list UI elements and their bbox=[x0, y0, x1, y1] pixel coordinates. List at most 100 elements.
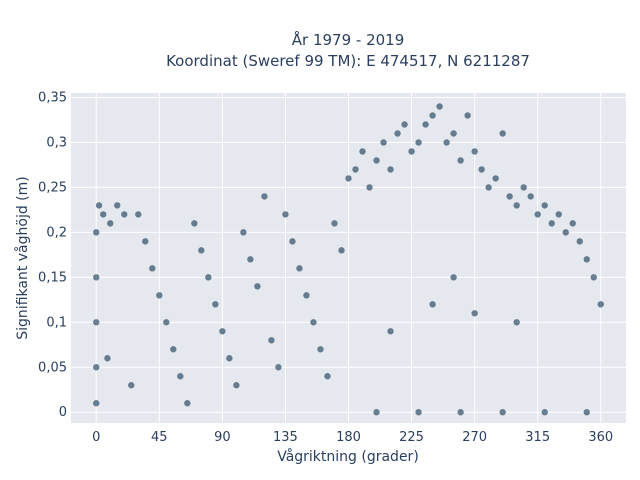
data-point bbox=[93, 364, 100, 371]
y-tick-label: 0,3 bbox=[46, 135, 67, 150]
data-point bbox=[156, 292, 163, 299]
x-tick-labels: 0 45 90 135 180 225 270 315 360 bbox=[92, 430, 613, 445]
data-point bbox=[450, 130, 457, 137]
data-point bbox=[240, 229, 247, 236]
data-point bbox=[506, 193, 513, 200]
data-point bbox=[114, 202, 121, 209]
data-point bbox=[247, 256, 254, 263]
x-tick-label: 45 bbox=[151, 430, 168, 445]
data-point bbox=[387, 328, 394, 335]
data-point bbox=[443, 139, 450, 146]
data-points bbox=[93, 103, 604, 416]
data-point bbox=[471, 148, 478, 155]
y-tick-label: 0,35 bbox=[38, 90, 67, 105]
data-point bbox=[163, 319, 170, 326]
data-point bbox=[198, 247, 205, 254]
data-point bbox=[527, 193, 534, 200]
data-point bbox=[226, 355, 233, 362]
data-point bbox=[583, 256, 590, 263]
data-point bbox=[380, 139, 387, 146]
data-point bbox=[135, 211, 142, 218]
data-point bbox=[128, 382, 135, 389]
y-tick-label: 0 bbox=[59, 405, 67, 420]
data-point bbox=[373, 157, 380, 164]
data-point bbox=[569, 220, 576, 227]
data-point bbox=[548, 220, 555, 227]
data-point bbox=[429, 112, 436, 119]
data-point bbox=[555, 211, 562, 218]
x-tick-label: 315 bbox=[525, 430, 550, 445]
data-point bbox=[95, 202, 103, 209]
data-point bbox=[373, 409, 380, 416]
data-point bbox=[499, 130, 506, 137]
data-point bbox=[324, 373, 331, 380]
data-point bbox=[345, 175, 352, 182]
x-tick-label: 135 bbox=[273, 430, 298, 445]
data-point bbox=[471, 310, 478, 317]
data-point bbox=[457, 409, 464, 416]
data-point bbox=[415, 409, 422, 416]
x-tick-label: 0 bbox=[92, 430, 100, 445]
x-tick-label: 270 bbox=[462, 430, 487, 445]
data-point bbox=[387, 166, 394, 173]
data-point bbox=[233, 382, 240, 389]
data-point bbox=[93, 400, 100, 407]
y-tick-label: 0,1 bbox=[46, 315, 67, 330]
data-point bbox=[541, 409, 548, 416]
y-tick-label: 0,2 bbox=[46, 225, 67, 240]
y-tick-label: 0,05 bbox=[38, 360, 67, 375]
x-tick-label: 180 bbox=[336, 430, 361, 445]
data-point bbox=[457, 157, 464, 164]
data-point bbox=[177, 373, 184, 380]
data-point bbox=[478, 166, 485, 173]
data-point bbox=[331, 220, 338, 227]
chart-title-line-2: Koordinat (Sweref 99 TM): E 474517, N 62… bbox=[166, 52, 530, 70]
data-point bbox=[219, 328, 226, 335]
data-point bbox=[513, 202, 520, 209]
data-point bbox=[464, 112, 471, 119]
data-point bbox=[422, 121, 429, 128]
x-tick-label: 225 bbox=[399, 430, 424, 445]
data-point bbox=[492, 175, 499, 182]
data-point bbox=[212, 301, 219, 308]
data-point bbox=[583, 409, 590, 416]
data-point bbox=[296, 265, 303, 272]
data-point bbox=[429, 301, 436, 308]
data-point bbox=[597, 301, 604, 308]
data-point bbox=[149, 265, 156, 272]
data-point bbox=[268, 337, 275, 344]
data-point bbox=[275, 364, 282, 371]
y-tick-label: 0,25 bbox=[38, 180, 67, 195]
data-point bbox=[104, 355, 111, 362]
data-point bbox=[100, 211, 107, 218]
grid-lines bbox=[71, 93, 626, 423]
data-point bbox=[93, 274, 100, 281]
data-point bbox=[142, 238, 149, 245]
data-point bbox=[450, 274, 457, 281]
data-point bbox=[261, 193, 268, 200]
x-tick-label: 360 bbox=[588, 430, 613, 445]
data-point bbox=[562, 229, 569, 236]
data-point bbox=[401, 121, 408, 128]
data-point bbox=[541, 202, 548, 209]
data-point bbox=[170, 346, 177, 353]
data-point bbox=[317, 346, 324, 353]
x-tick-label: 90 bbox=[214, 430, 231, 445]
data-point bbox=[184, 400, 191, 407]
data-point bbox=[415, 139, 422, 146]
data-point bbox=[338, 247, 345, 254]
data-point bbox=[191, 220, 198, 227]
data-point bbox=[436, 103, 443, 110]
data-point bbox=[205, 274, 212, 281]
data-point bbox=[121, 211, 128, 218]
data-point bbox=[520, 184, 527, 191]
data-point bbox=[513, 319, 520, 326]
data-point bbox=[352, 166, 359, 173]
data-point bbox=[408, 148, 415, 155]
data-point bbox=[366, 184, 373, 191]
x-axis-title: Vågriktning (grader) bbox=[277, 448, 419, 465]
y-axis-title: Signifikant våghöjd (m) bbox=[14, 176, 31, 339]
data-point bbox=[394, 130, 401, 137]
data-point bbox=[534, 211, 541, 218]
